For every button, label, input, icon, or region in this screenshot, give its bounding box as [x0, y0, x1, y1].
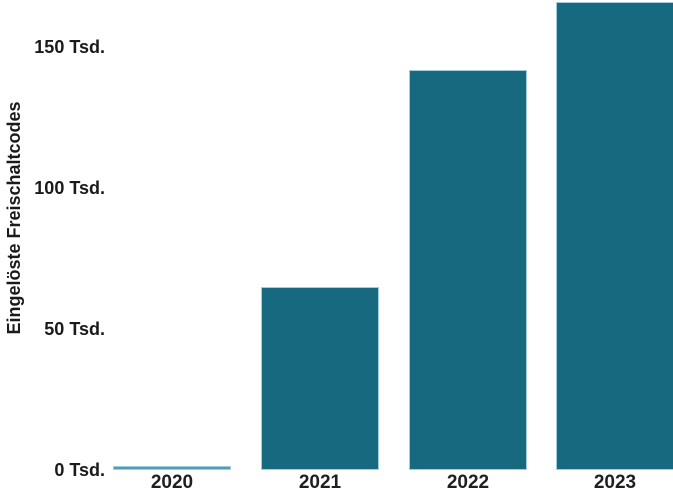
y-tick-label-50: 50 Tsd. [44, 319, 105, 339]
bar-2021 [261, 287, 379, 470]
bar-2023 [556, 2, 673, 470]
x-label-2020: 2020 [150, 472, 194, 493]
bar-2022 [409, 70, 527, 470]
y-tick-label-100: 100 Tsd. [34, 178, 105, 198]
x-label-2022: 2022 [446, 472, 490, 493]
bar-2020 [113, 466, 231, 470]
x-label-2023: 2023 [593, 472, 637, 493]
y-tick-label-150: 150 Tsd. [34, 37, 105, 57]
y-tick-label-0: 0 Tsd. [54, 460, 105, 480]
x-label-2021: 2021 [298, 472, 342, 493]
